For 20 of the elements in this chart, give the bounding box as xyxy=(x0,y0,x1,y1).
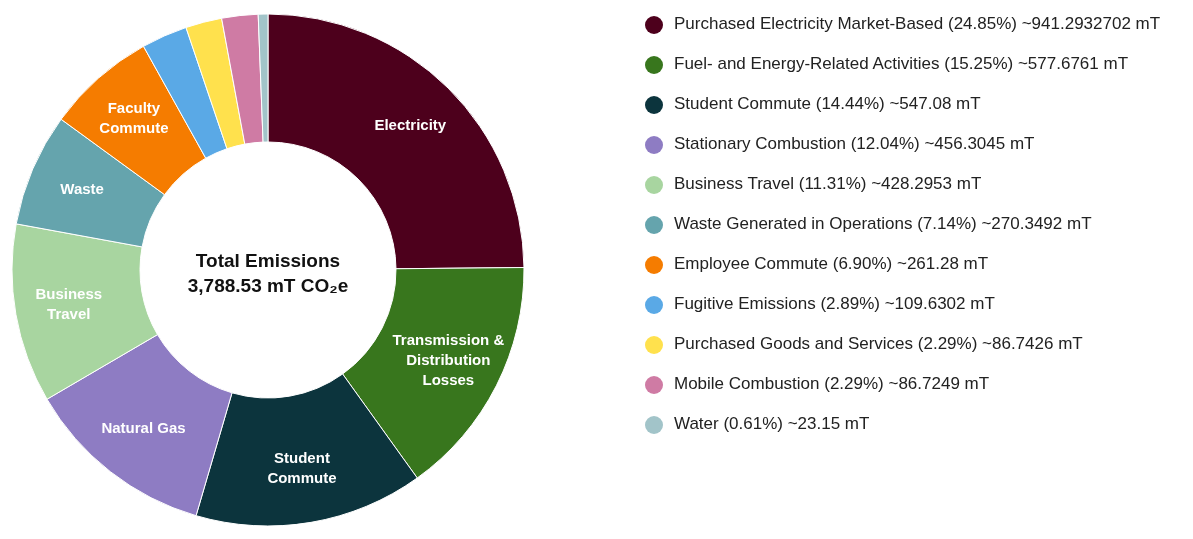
legend-label: Waste Generated in Operations (7.14%) ~270.3492 mT xyxy=(674,214,1092,234)
text: 3,788.53 mT CO₂e xyxy=(187,275,349,296)
text: Student Commute xyxy=(267,449,337,487)
text: Total Emissions xyxy=(195,250,341,271)
text: Waste xyxy=(60,180,104,198)
legend-label: Stationary Combustion (12.04%) ~456.3045 mT xyxy=(674,134,1035,154)
legend-label: Purchased Electricity Market-Based (24.85%) ~941.2932702 mT xyxy=(674,14,1161,34)
legend-label: Student Commute (14.44%) ~547.08 mT xyxy=(674,94,981,114)
legend-label: Fuel- and Energy-Related Activities (15.25%) ~577.6761 mT xyxy=(674,54,1129,74)
legend-label: Employee Commute (6.90%) ~261.28 mT xyxy=(674,254,989,274)
text: Transmission & Distribution Losses xyxy=(392,331,505,389)
legend-label: Fugitive Emissions (2.89%) ~109.6302 mT xyxy=(674,294,995,314)
text: Business Travel xyxy=(35,284,103,322)
text: Faculty Commute xyxy=(99,98,169,136)
text: Electricity xyxy=(374,116,447,134)
text: Natural Gas xyxy=(101,419,186,437)
legend-label: Water (0.61%) ~23.15 mT xyxy=(674,414,870,434)
legend-label: Business Travel (11.31%) ~428.2953 mT xyxy=(674,174,982,194)
legend-label: Purchased Goods and Services (2.29%) ~86.7426 mT xyxy=(674,334,1083,354)
legend-label: Mobile Combustion (2.29%) ~86.7249 mT xyxy=(674,374,990,394)
